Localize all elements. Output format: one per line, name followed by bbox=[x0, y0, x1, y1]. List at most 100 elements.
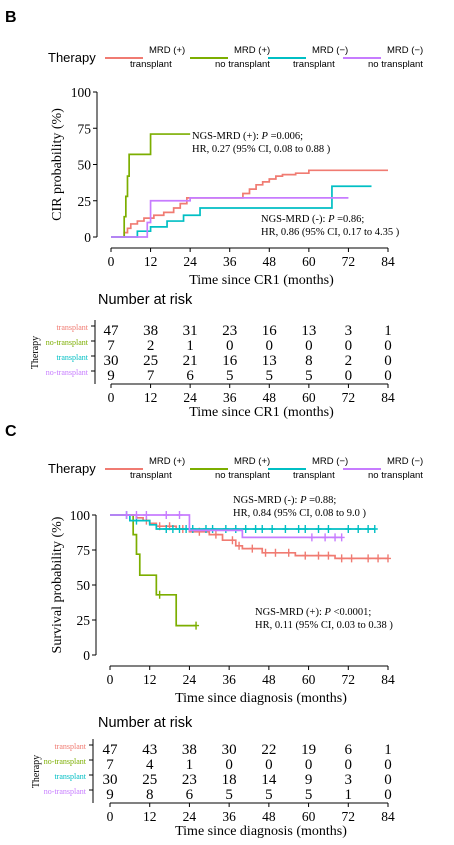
risk-x-tick-label: 24 bbox=[183, 809, 197, 824]
legend-item-label: MRD (−) bbox=[387, 456, 423, 467]
risk-cell: 9 bbox=[107, 368, 115, 384]
risk-x-tick-label: 48 bbox=[262, 809, 276, 824]
risk-cell: 5 bbox=[266, 368, 274, 384]
series-line bbox=[111, 185, 372, 238]
censor-mark bbox=[325, 525, 332, 533]
risk-cell: 0 bbox=[305, 757, 313, 773]
censor-mark bbox=[236, 541, 243, 550]
censor-mark bbox=[222, 525, 229, 533]
annotation-line1: NGS-MRD (+): P =0.006; bbox=[192, 131, 303, 142]
series-line bbox=[110, 514, 197, 627]
censor-mark bbox=[209, 525, 216, 533]
censor-mark bbox=[302, 525, 309, 533]
censor-mark bbox=[202, 525, 209, 533]
censor-mark bbox=[355, 525, 362, 533]
risk-row-label: transplant bbox=[54, 742, 86, 751]
legend: Therapy MRD (+) transplant MRD (+) no transp… bbox=[48, 456, 423, 481]
censor-mark bbox=[285, 548, 292, 557]
risk-row-label: transplant bbox=[56, 353, 88, 362]
censor-mark bbox=[249, 544, 256, 553]
risk-cell: 3 bbox=[345, 772, 353, 788]
risk-cell: 0 bbox=[384, 772, 392, 788]
legend-item-sublabel: transplant bbox=[293, 59, 335, 70]
x-tick-label: 60 bbox=[302, 672, 316, 687]
risk-cell: 1 bbox=[384, 323, 392, 339]
legend-item-sublabel: no transplant bbox=[215, 59, 270, 70]
y-axis-title: CIR probability (%) bbox=[50, 108, 65, 221]
x-tick-label: 72 bbox=[342, 672, 356, 687]
censor-mark bbox=[332, 533, 339, 542]
censor-mark bbox=[259, 525, 266, 533]
legend-item-sublabel: transplant bbox=[293, 470, 335, 481]
y-tick-label: 50 bbox=[77, 578, 91, 593]
annotation-pvalue: <0.0001; bbox=[331, 607, 371, 618]
risk-table-title: Number at risk bbox=[98, 715, 193, 731]
x-tick-label: 48 bbox=[263, 254, 277, 269]
risk-cell: 7 bbox=[107, 338, 115, 354]
annotation-line1: NGS-MRD (-): P =0.88; bbox=[233, 495, 336, 506]
risk-x-tick-label: 48 bbox=[263, 390, 277, 405]
censor-mark bbox=[322, 533, 329, 542]
risk-cell: 9 bbox=[305, 772, 313, 788]
censor-mark bbox=[371, 525, 378, 533]
risk-cell: 47 bbox=[103, 742, 119, 758]
x-tick-label: 84 bbox=[381, 672, 395, 687]
censor-mark bbox=[385, 554, 391, 563]
censor-mark bbox=[176, 511, 183, 519]
panel-C: C Therapy MRD (+) transplant MRD (+) no trans… bbox=[5, 423, 423, 839]
risk-cell: 9 bbox=[106, 787, 114, 803]
series-line bbox=[111, 197, 349, 238]
risk-row-label: no-transplant bbox=[46, 368, 89, 377]
y-tick-label: 0 bbox=[84, 230, 91, 245]
x-tick-label: 24 bbox=[183, 672, 197, 687]
risk-cell: 5 bbox=[305, 787, 313, 803]
series-line bbox=[111, 133, 191, 238]
risk-cell: 14 bbox=[261, 772, 277, 788]
risk-cell: 13 bbox=[301, 323, 316, 339]
legend-item-label: MRD (+) bbox=[234, 456, 270, 467]
y-tick-label: 100 bbox=[70, 508, 91, 523]
annotation-pvalue: =0.88; bbox=[307, 495, 337, 506]
risk-cell: 0 bbox=[265, 757, 273, 773]
censor-mark bbox=[365, 525, 372, 533]
panel-B: B Therapy MRD (+) transplant MRD (+) no trans… bbox=[5, 9, 423, 420]
annotation-line1: NGS-MRD (+): P <0.0001; bbox=[255, 607, 371, 618]
x-axis-title: Time since diagnosis (months) bbox=[175, 691, 347, 706]
risk-cell: 30 bbox=[104, 353, 119, 369]
risk-x-tick-label: 12 bbox=[143, 809, 157, 824]
panel-letter: B bbox=[5, 9, 17, 26]
risk-cell: 38 bbox=[143, 323, 158, 339]
legend-item-label: MRD (+) bbox=[234, 45, 270, 56]
legend-title: Therapy bbox=[48, 461, 96, 476]
annotation-pvalue: =0.86; bbox=[335, 214, 365, 225]
risk-cell: 5 bbox=[305, 368, 313, 384]
risk-cell: 1 bbox=[345, 787, 353, 803]
x-tick-label: 36 bbox=[223, 254, 237, 269]
annotation-line2: HR, 0.11 (95% CI, 0.03 to 0.38 ) bbox=[255, 620, 393, 631]
plot-axes: 0 25 50 75 100 0 12 24 36 48 60 72 84 Time since diag… bbox=[50, 508, 395, 706]
risk-cell: 47 bbox=[104, 323, 120, 339]
censor-mark bbox=[229, 536, 236, 545]
annotation-line2: HR, 0.84 (95% CI, 0.08 to 9.0 ) bbox=[233, 508, 366, 519]
risk-y-title: Therapy bbox=[31, 755, 42, 788]
series-line bbox=[110, 514, 342, 539]
censor-mark bbox=[302, 551, 309, 560]
y-tick-label: 50 bbox=[78, 158, 92, 173]
risk-cell: 6 bbox=[186, 368, 194, 384]
censor-mark bbox=[262, 548, 269, 557]
censor-mark bbox=[338, 533, 345, 542]
x-tick-label: 36 bbox=[222, 672, 236, 687]
legend: Therapy MRD (+) transplant MRD (+) no transp… bbox=[48, 45, 423, 70]
censor-mark bbox=[189, 525, 196, 533]
legend-item-sublabel: transplant bbox=[130, 59, 172, 70]
risk-table-title: Number at risk bbox=[98, 292, 193, 308]
risk-cell: 0 bbox=[345, 757, 353, 773]
legend-item-label: MRD (−) bbox=[387, 45, 423, 56]
risk-cell: 2 bbox=[147, 338, 155, 354]
x-tick-label: 0 bbox=[108, 254, 115, 269]
risk-x-tick-label: 36 bbox=[223, 390, 237, 405]
annotation-pvalue: =0.006; bbox=[268, 131, 303, 142]
risk-cell: 30 bbox=[103, 772, 118, 788]
y-tick-label: 25 bbox=[77, 613, 91, 628]
